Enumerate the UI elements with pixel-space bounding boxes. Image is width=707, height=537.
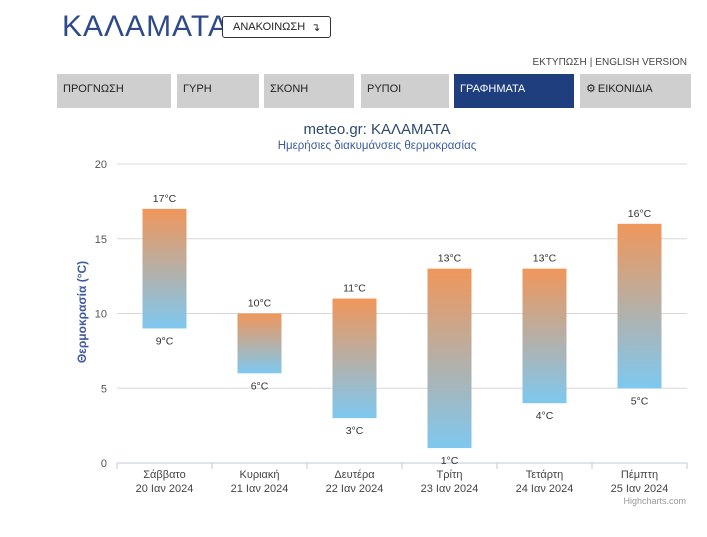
page-title: ΚΑΛΑΜΑΤΑ <box>62 10 229 43</box>
chart-credits: Highcharts.com <box>623 496 686 506</box>
low-temp-label: 5°C <box>631 395 649 407</box>
gear-icon: ⚙ <box>586 83 596 95</box>
x-tick-date: 21 Ιαν 2024 <box>231 483 289 495</box>
link-separator: | <box>589 57 593 68</box>
x-tick-date: 22 Ιαν 2024 <box>326 483 384 495</box>
tab-pollen[interactable]: ΓΥΡΗ <box>177 74 259 108</box>
tab-label: ΠΡΟΓΝΩΣΗ <box>63 83 124 95</box>
top-links: ΕΚΤΥΠΩΣΗ | ENGLISH VERSION <box>532 57 687 68</box>
x-tick-day: Δευτέρα <box>334 469 375 481</box>
high-temp-label: 11°C <box>343 283 366 295</box>
y-tick-label: 20 <box>95 159 107 171</box>
high-temp-label: 13°C <box>533 253 557 265</box>
y-tick-label: 0 <box>101 458 107 470</box>
y-tick-labels: 0 5 10 15 20 <box>95 159 107 470</box>
y-tick-label: 10 <box>95 309 107 321</box>
tab-label: ΓΡΑΦΗΜΑΤΑ <box>460 83 526 95</box>
tab-pollutants[interactable]: ΡΥΠΟΙ <box>361 74 449 108</box>
x-tick-date: 24 Ιαν 2024 <box>516 483 574 495</box>
temperature-bar <box>427 268 472 449</box>
low-temp-label: 1°C <box>441 455 459 467</box>
english-version-link[interactable]: ENGLISH VERSION <box>595 57 687 68</box>
tab-charts[interactable]: ΓΡΑΦΗΜΑΤΑ <box>454 74 574 108</box>
x-tick-date: 23 Ιαν 2024 <box>421 483 479 495</box>
temperature-bar <box>142 208 187 329</box>
temperature-bar <box>617 223 662 389</box>
low-temp-label: 4°C <box>536 410 554 422</box>
high-temp-label: 13°C <box>438 253 462 265</box>
x-tick-date: 25 Ιαν 2024 <box>611 483 669 495</box>
x-tick-day: Τρίτη <box>437 469 463 481</box>
bars <box>142 208 662 449</box>
print-link[interactable]: ΕΚΤΥΠΩΣΗ <box>532 57 587 68</box>
x-tick-date: 20 Ιαν 2024 <box>136 483 194 495</box>
y-axis-label: Θερμοκρασία (°C) <box>75 261 89 363</box>
tab-forecast[interactable]: ΠΡΟΓΝΩΣΗ <box>57 74 171 108</box>
low-temp-label: 9°C <box>156 335 174 347</box>
tab-label: ΓΥΡΗ <box>183 83 212 95</box>
announcement-label: ΑΝΑΚΟΙΝΩΣΗ <box>233 21 306 33</box>
temperature-chart: meteo.gr: ΚΑΛΑΜΑΤΑ Ημερήσιες διακυμάνσει… <box>0 112 707 532</box>
chart-subtitle: Ημερήσιες διακυμάνσεις θερμοκρασίας <box>278 140 477 152</box>
chart-svg: meteo.gr: ΚΑΛΑΜΑΤΑ Ημερήσιες διακυμάνσει… <box>75 121 688 506</box>
main-nav: ΠΡΟΓΝΩΣΗ ΓΥΡΗ ΣΚΟΝΗ ΡΥΠΟΙ ΓΡΑΦΗΜΑΤΑ ⚙ ΕΙΚ… <box>57 74 691 108</box>
high-temp-label: 16°C <box>628 208 652 220</box>
temperature-bar <box>332 298 377 419</box>
x-tick-day: Σάββατο <box>143 469 185 481</box>
tab-label: ΡΥΠΟΙ <box>367 83 402 95</box>
low-temp-label: 3°C <box>346 425 364 437</box>
tab-dust[interactable]: ΣΚΟΝΗ <box>264 74 354 108</box>
x-tick-day: Πέμπτη <box>621 469 658 481</box>
grid-lines <box>117 163 687 464</box>
high-temp-label: 10°C <box>248 298 272 310</box>
data-labels: 17°C 9°C 10°C 6°C 11°C 3°C 13°C 1°C 13°C 4°C 16°C 5… <box>153 193 652 467</box>
tab-icons[interactable]: ⚙ ΕΙΚΟΝΙΔΙΑ <box>580 74 691 108</box>
high-temp-label: 17°C <box>153 193 177 205</box>
chart-title: meteo.gr: ΚΑΛΑΜΑΤΑ <box>303 121 450 138</box>
announcement-button[interactable]: ΑΝΑΚΟΙΝΩΣΗ ↴ <box>222 16 332 38</box>
x-tick-day: Τετάρτη <box>526 469 564 481</box>
x-tick-labels: Σάββατο 20 Ιαν 2024 Κυριακή 21 Ιαν 2024 Δευτ… <box>116 463 688 495</box>
y-tick-label: 15 <box>95 234 107 246</box>
tab-label: ΕΙΚΟΝΙΔΙΑ <box>597 83 653 95</box>
low-temp-label: 6°C <box>251 380 269 392</box>
arrow-return-icon: ↴ <box>311 21 321 34</box>
x-tick-day: Κυριακή <box>239 469 279 481</box>
temperature-bar <box>522 268 567 404</box>
y-tick-label: 5 <box>101 383 107 395</box>
tab-label: ΣΚΟΝΗ <box>270 83 309 95</box>
temperature-bar <box>237 313 282 374</box>
